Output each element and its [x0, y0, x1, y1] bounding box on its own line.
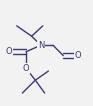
Text: O: O — [75, 51, 81, 60]
Text: N: N — [38, 41, 44, 50]
Text: O: O — [6, 47, 13, 56]
Text: O: O — [23, 64, 29, 73]
